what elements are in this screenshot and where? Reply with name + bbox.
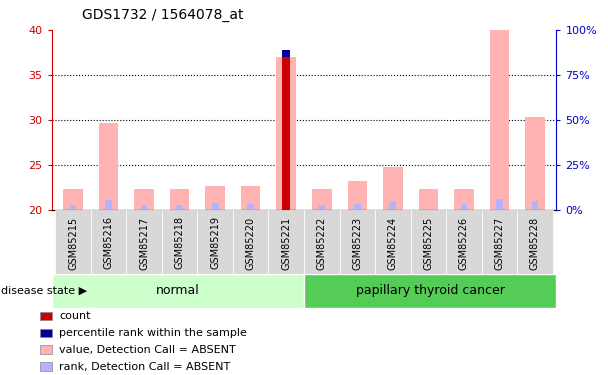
Text: GSM85220: GSM85220	[246, 216, 256, 270]
Bar	[446, 210, 482, 274]
Text: count: count	[59, 311, 91, 321]
Bar	[525, 117, 545, 210]
Bar	[176, 206, 183, 210]
Bar	[63, 189, 83, 210]
Bar	[424, 368, 432, 369]
Bar	[375, 210, 410, 274]
Bar	[170, 189, 189, 210]
Bar	[206, 186, 225, 210]
Bar	[282, 57, 290, 210]
Bar	[233, 210, 269, 274]
Bar	[40, 328, 52, 337]
Bar	[98, 123, 119, 210]
Bar	[134, 189, 154, 210]
Bar	[126, 210, 162, 274]
Bar	[419, 189, 438, 210]
Text: papillary thyroid cancer: papillary thyroid cancer	[356, 284, 505, 297]
Bar	[40, 362, 52, 371]
Text: rank, Detection Call = ABSENT: rank, Detection Call = ABSENT	[59, 362, 230, 372]
Bar	[269, 210, 304, 274]
Text: GSM85216: GSM85216	[103, 216, 114, 269]
Bar	[52, 274, 304, 308]
Bar	[410, 210, 446, 274]
Text: GSM85228: GSM85228	[530, 216, 540, 270]
Text: percentile rank within the sample: percentile rank within the sample	[59, 328, 247, 338]
Text: GSM85221: GSM85221	[282, 216, 291, 270]
Bar	[383, 167, 402, 210]
Bar	[40, 312, 52, 320]
Text: GSM85218: GSM85218	[174, 216, 185, 269]
Bar	[304, 274, 556, 308]
Bar	[40, 345, 52, 354]
Bar	[319, 206, 325, 210]
Bar	[531, 201, 539, 210]
Bar	[482, 210, 517, 274]
Bar	[460, 204, 468, 210]
Text: GSM85227: GSM85227	[494, 216, 505, 270]
Bar	[389, 340, 397, 347]
Text: GSM85224: GSM85224	[388, 216, 398, 270]
Bar	[198, 210, 233, 274]
Bar	[162, 210, 198, 274]
Bar	[69, 205, 77, 210]
Bar	[212, 203, 218, 210]
Text: GSM85225: GSM85225	[423, 216, 434, 270]
Text: GSM85223: GSM85223	[352, 216, 362, 270]
Bar	[91, 210, 126, 274]
Bar	[140, 206, 148, 210]
Bar	[348, 181, 367, 210]
Bar	[489, 30, 510, 210]
Bar	[389, 210, 397, 347]
Bar	[312, 189, 331, 210]
Text: normal: normal	[156, 284, 199, 297]
Text: GSM85222: GSM85222	[317, 216, 326, 270]
Bar	[304, 210, 339, 274]
Bar	[517, 210, 553, 274]
Bar	[282, 50, 290, 57]
Bar	[339, 210, 375, 274]
Text: GSM85219: GSM85219	[210, 216, 220, 269]
Text: GSM85217: GSM85217	[139, 216, 149, 270]
Bar	[460, 368, 468, 369]
Text: value, Detection Call = ABSENT: value, Detection Call = ABSENT	[59, 345, 236, 355]
Bar	[460, 210, 468, 369]
Bar	[105, 200, 112, 210]
Bar	[454, 189, 474, 210]
Bar	[247, 204, 254, 210]
Bar	[424, 210, 432, 369]
Bar	[496, 199, 503, 210]
Text: GSM85215: GSM85215	[68, 216, 78, 270]
Bar	[354, 204, 361, 210]
Bar	[55, 210, 91, 274]
Text: GDS1732 / 1564078_at: GDS1732 / 1564078_at	[82, 8, 244, 21]
Text: GSM85226: GSM85226	[459, 216, 469, 270]
Bar	[241, 186, 260, 210]
Text: disease state ▶: disease state ▶	[1, 286, 88, 296]
Bar	[390, 201, 396, 210]
Bar	[277, 57, 296, 210]
